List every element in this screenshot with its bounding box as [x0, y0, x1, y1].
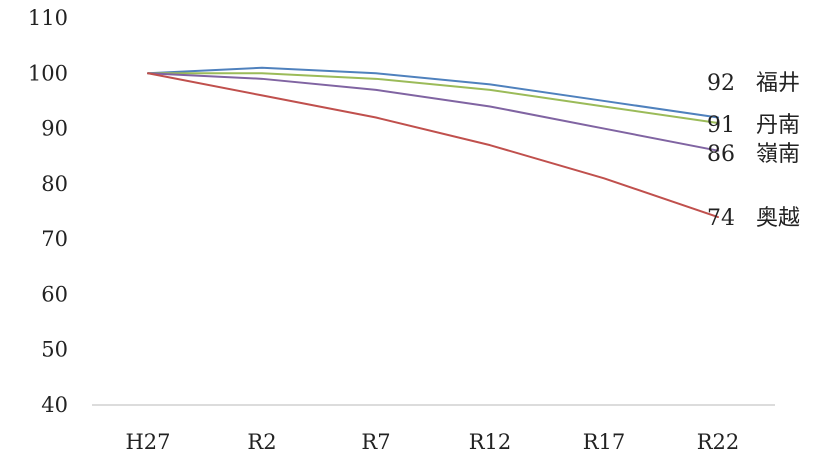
series-lines	[147, 66, 719, 219]
y-tick-label: 110	[28, 6, 68, 30]
y-tick-label: 80	[41, 172, 68, 196]
x-tick-label: R17	[583, 430, 626, 454]
series-end-label: 86 嶺南	[707, 142, 800, 167]
series-name: 嶺南	[756, 142, 800, 167]
x-tick-label: R22	[697, 430, 740, 454]
series-end-label: 74 奥越	[707, 206, 800, 231]
series-line	[147, 72, 719, 125]
series-end-value: 91	[707, 113, 735, 138]
y-tick-label: 60	[41, 282, 68, 306]
x-tick-label: R7	[361, 430, 390, 454]
series-line	[147, 72, 719, 219]
series-end-value: 92	[707, 71, 735, 96]
series-end-labels: 92 福井 91 丹南 86 嶺南 74 奥越	[707, 71, 800, 231]
series-line	[147, 66, 719, 119]
series-name: 奥越	[756, 206, 800, 231]
series-end-value: 74	[707, 206, 735, 231]
x-tick-label: R2	[247, 430, 276, 454]
series-end-label: 92 福井	[707, 71, 800, 96]
y-tick-label: 50	[41, 338, 68, 362]
x-tick-label: H27	[125, 430, 170, 454]
series-line	[147, 72, 719, 152]
series-end-label: 91 丹南	[707, 113, 800, 138]
y-tick-label: 90	[41, 117, 68, 141]
y-tick-label: 100	[28, 61, 68, 85]
x-axis-ticks: H27 R2 R7 R12 R17 R22	[125, 430, 739, 454]
y-tick-label: 70	[41, 227, 68, 251]
series-name: 丹南	[756, 113, 800, 138]
y-axis-ticks: 40 50 60 70 80 90 100 110	[28, 6, 68, 417]
x-tick-label: R12	[469, 430, 512, 454]
y-tick-label: 40	[41, 393, 68, 417]
series-name: 福井	[756, 71, 800, 96]
series-end-value: 86	[707, 142, 735, 167]
